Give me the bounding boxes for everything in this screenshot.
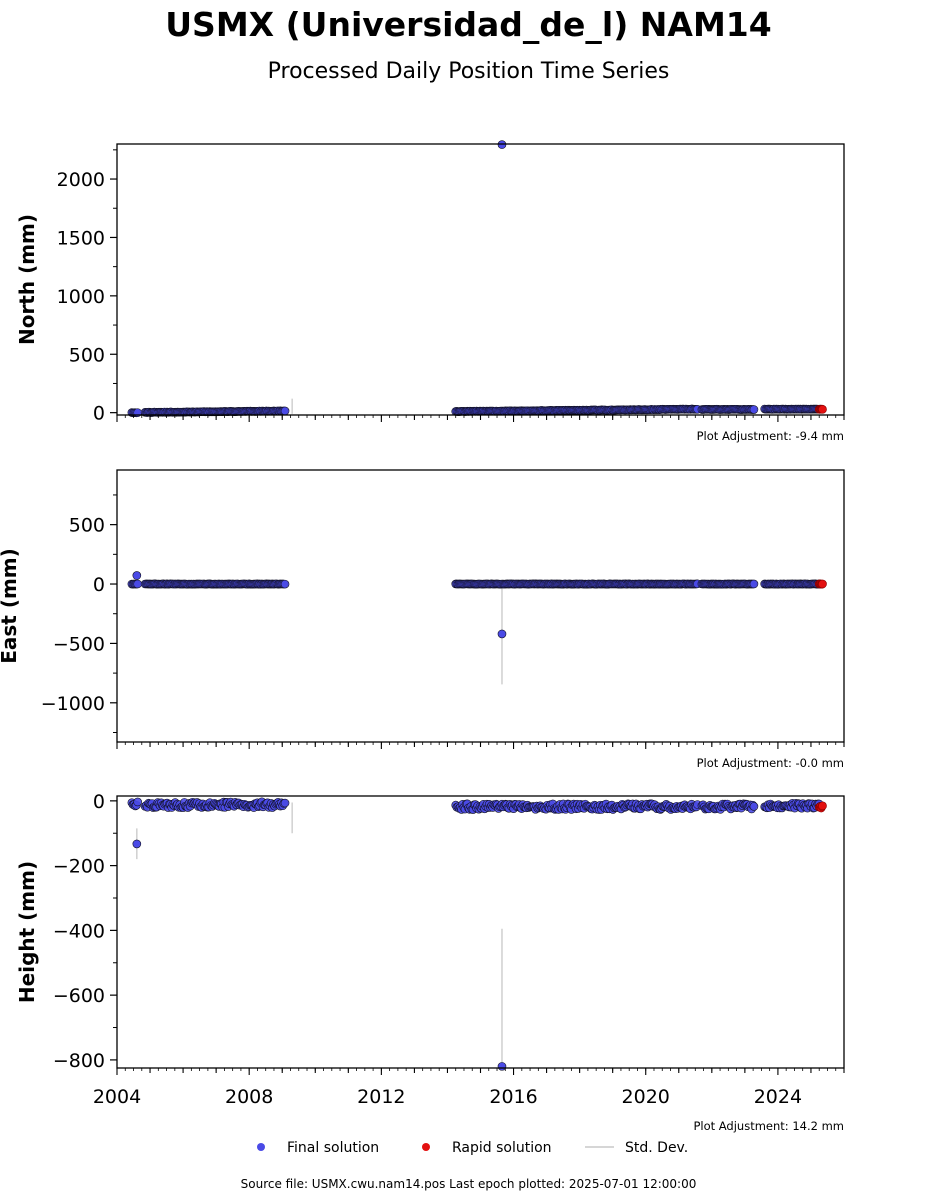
y-tick-label: 2000: [57, 169, 105, 191]
panel-1: 0 500 1000 1500 2000 North (mm) Plot Adjustmen…: [15, 140, 845, 443]
plot-adjustment-note: Plot Adjustment: -9.4 mm: [697, 429, 844, 443]
x-tick-label: 2008: [225, 1086, 273, 1108]
data-point-rapid: [818, 579, 827, 589]
x-tick-label: 2024: [754, 1086, 802, 1108]
chart-title: USMX (Universidad_de_l) NAM14: [165, 5, 771, 44]
y-axis-label: North (mm): [15, 214, 39, 345]
y-tick-label: −500: [53, 633, 105, 655]
y-tick-label: 1500: [57, 227, 105, 249]
y-tick-label: 0: [93, 574, 105, 596]
y-tick-label: 500: [69, 515, 105, 537]
x-tick-label: 2012: [357, 1086, 405, 1108]
y-tick-label: 0: [93, 791, 105, 813]
data-point-final: [749, 802, 759, 811]
legend-rapid-marker: [422, 1143, 430, 1151]
data-point-outlier: [132, 839, 142, 849]
data-point-rapid: [818, 405, 827, 414]
panel-2: −1000 −500 0 500 East (mm) Plot Adjustment: -…: [0, 469, 845, 770]
data-point-rapid: [818, 801, 827, 811]
data-point-final: [749, 405, 759, 414]
y-tick-label: −400: [53, 920, 105, 942]
legend-std-label: Std. Dev.: [625, 1140, 688, 1156]
data-point-final: [280, 406, 290, 416]
y-tick-label: −1000: [41, 693, 105, 715]
data-point-outlier: [497, 1062, 507, 1071]
x-tick-label: 2020: [622, 1086, 670, 1108]
data-point-outlier: [497, 629, 507, 639]
data-point-final: [280, 798, 290, 808]
data-point-final: [280, 579, 290, 589]
data-point-final: [133, 797, 142, 807]
plot-adjustment-note: Plot Adjustment: 14.2 mm: [693, 1119, 844, 1133]
legend-rapid-label: Rapid solution: [452, 1140, 552, 1156]
y-tick-label: −800: [53, 1050, 105, 1072]
data-point-outlier: [132, 571, 142, 580]
chart-subtitle: Processed Daily Position Time Series: [268, 59, 670, 84]
legend: Final solution Rapid solution Std. Dev.: [257, 1140, 688, 1156]
panel-3: −800 −600 −400 −200 0 2004 2008 2012 2016 2020 202…: [15, 791, 845, 1133]
legend-final-label: Final solution: [287, 1140, 379, 1156]
y-tick-label: 500: [69, 344, 105, 366]
data-point-final: [749, 579, 759, 589]
panels-group: 0 500 1000 1500 2000 North (mm) Plot Adjustmen…: [0, 140, 845, 1133]
plot-frame: [116, 795, 845, 1069]
plot-adjustment-note: Plot Adjustment: -0.0 mm: [697, 756, 844, 770]
x-tick-label: 2004: [93, 1086, 141, 1108]
y-axis-label: East (mm): [0, 548, 21, 664]
y-tick-label: 0: [93, 403, 105, 425]
y-tick-label: 1000: [57, 286, 105, 308]
legend-final-marker: [257, 1143, 265, 1151]
data-point-final: [133, 579, 142, 589]
y-tick-label: −200: [53, 856, 105, 878]
x-tick-label: 2016: [489, 1086, 537, 1108]
plot-frame: [116, 469, 845, 743]
plot-frame: [116, 143, 845, 416]
y-tick-label: −600: [53, 985, 105, 1007]
y-axis-label: Height (mm): [15, 861, 39, 1003]
footer-note: Source file: USMX.cwu.nam14.pos Last epo…: [241, 1177, 697, 1191]
